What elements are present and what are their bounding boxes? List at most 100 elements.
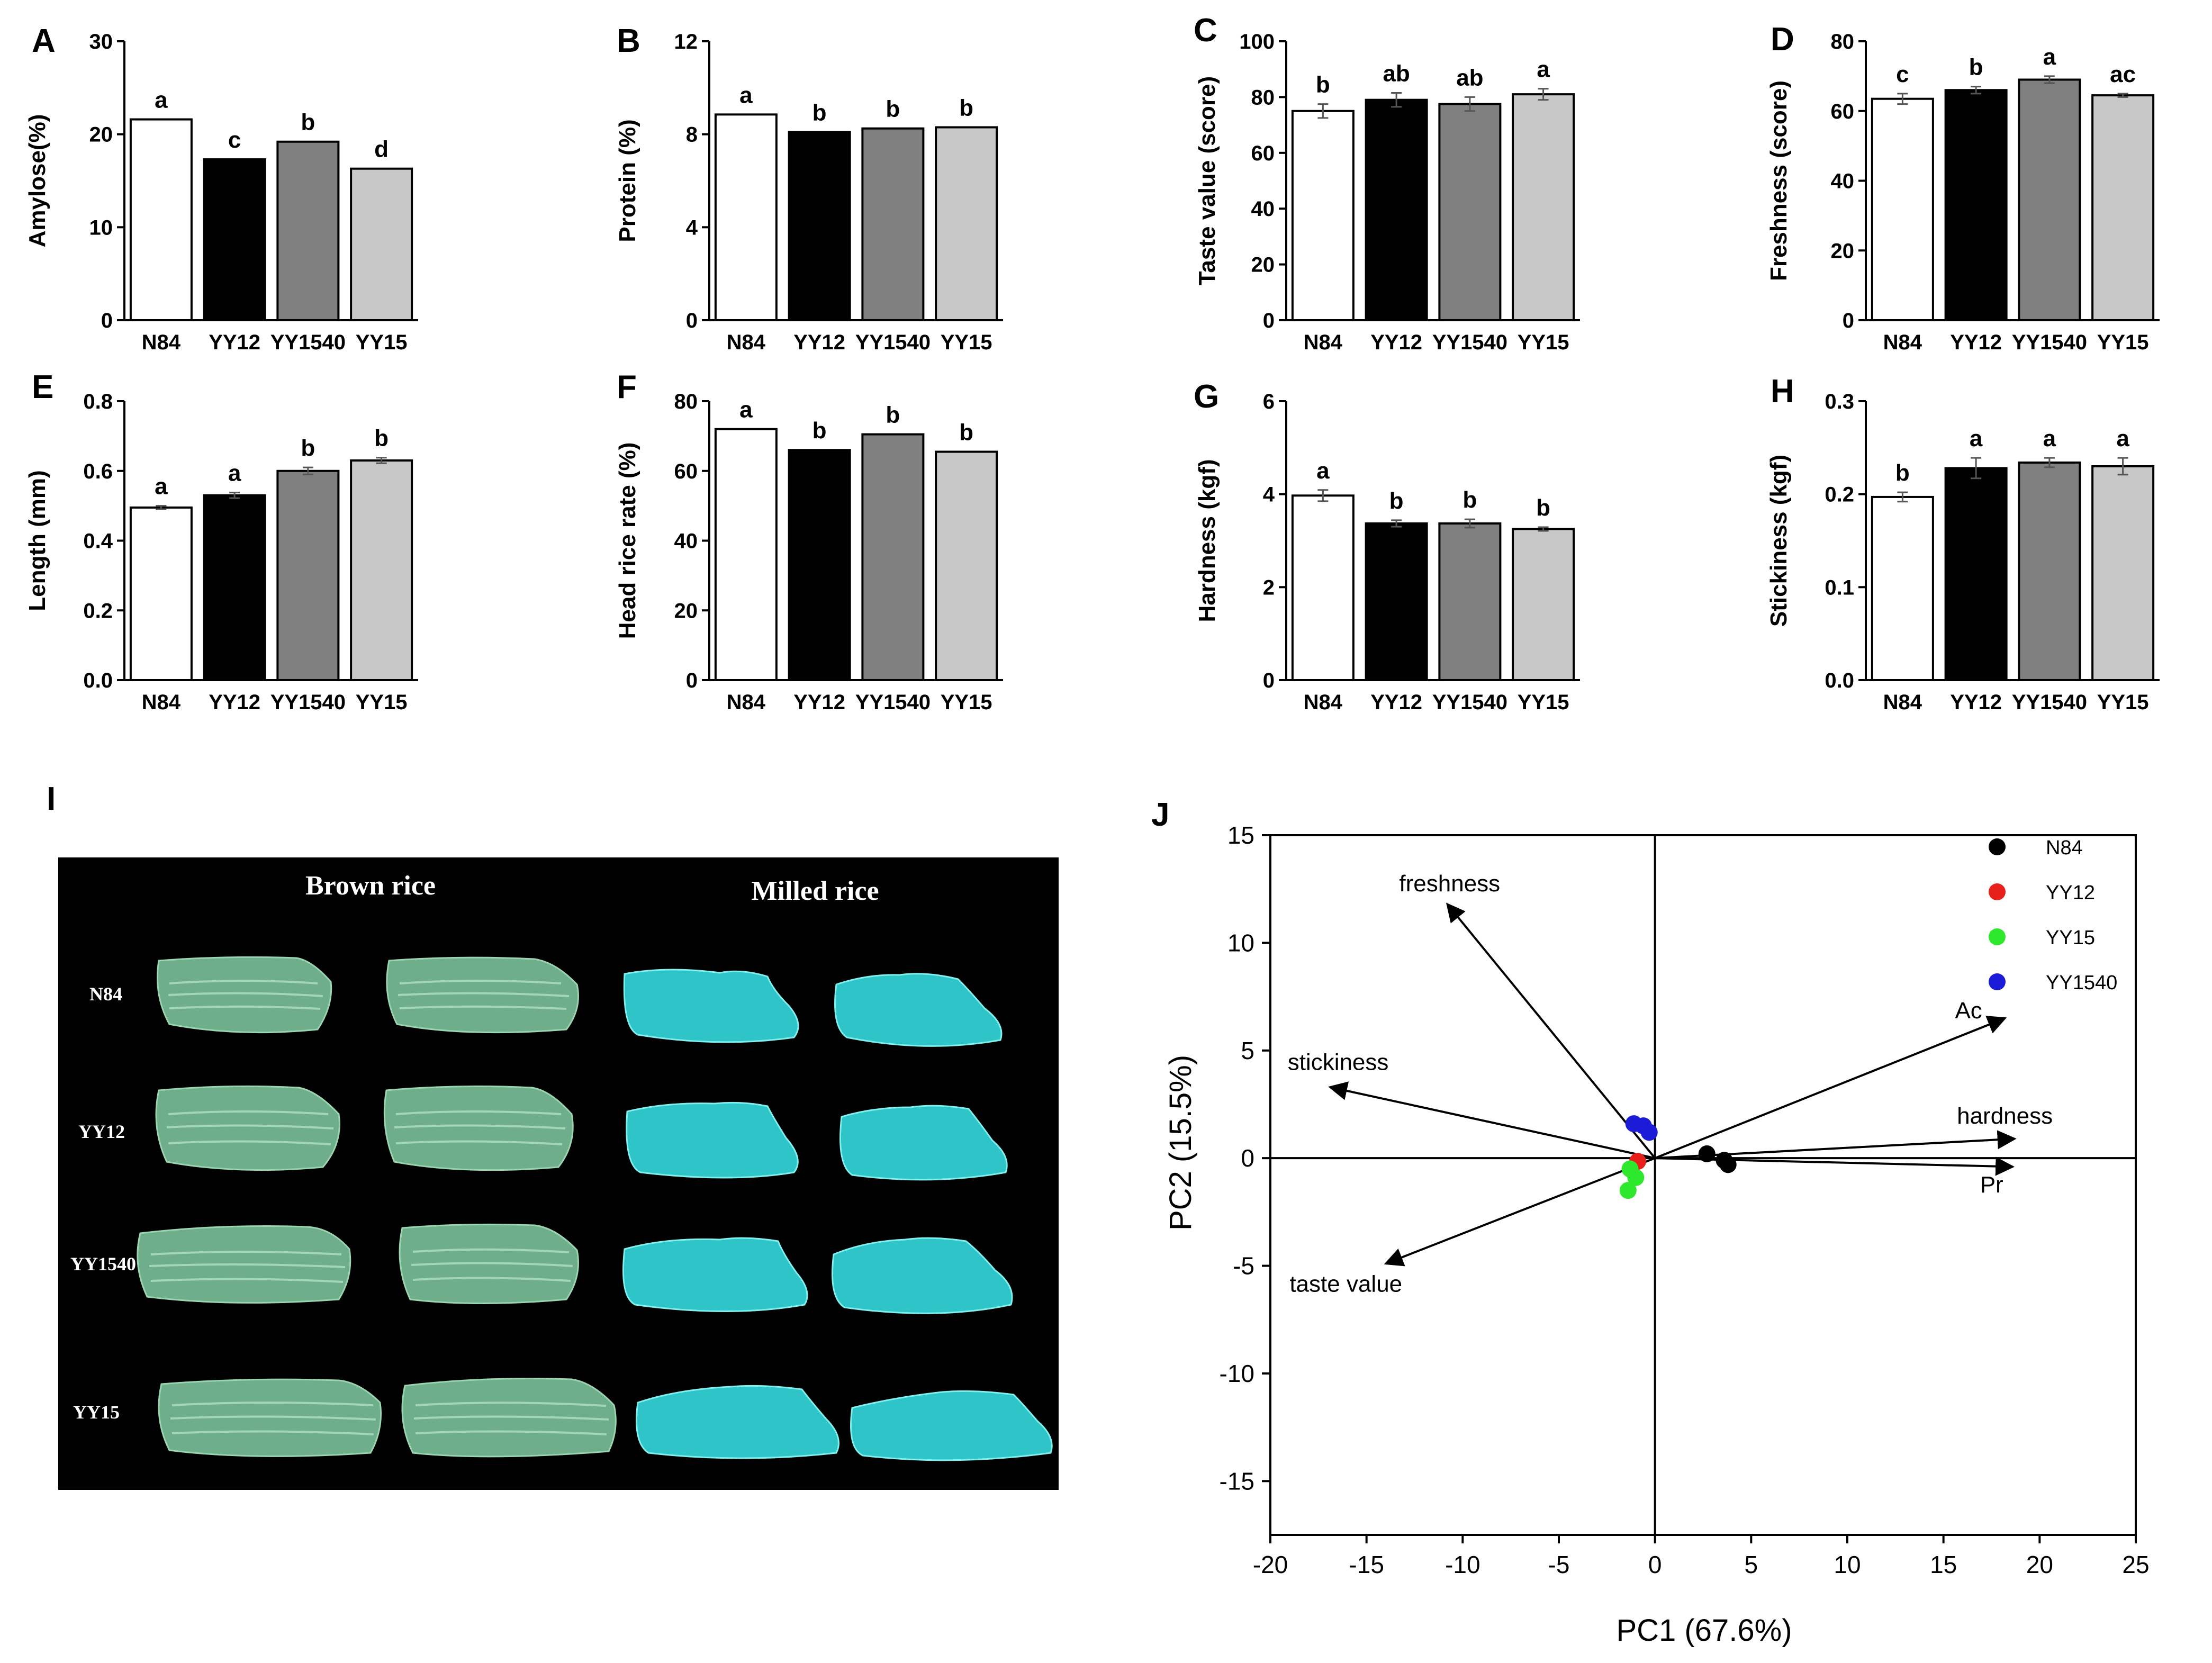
row-label-yy15: YY15 [73,1402,120,1423]
milled-grain-yy12-1 [626,1101,799,1179]
pca-y-tick-label: -5 [1233,1252,1254,1280]
y-tick-label-d: 20 [1831,239,1855,263]
y-tick-label-e: 0.8 [83,390,113,413]
pca-point-yy15 [1619,1182,1637,1199]
significance-letter-e-n84: a [155,474,168,500]
y-tick-label-a: 0 [101,309,113,332]
x-tick-label-c-yy15: YY15 [1518,331,1569,354]
pca-x-tick-label: -10 [1445,1551,1480,1578]
significance-letter-g-yy12: b [1389,488,1404,514]
significance-letter-e-yy15: b [374,426,389,451]
significance-letter-c-yy12: ab [1383,60,1410,86]
x-tick-label-f-yy1540: YY1540 [855,691,931,714]
milled-grain-yy1540-2 [832,1237,1013,1314]
pca-x-tick-label: 25 [2122,1551,2149,1578]
pca-x-tick-label: -20 [1253,1551,1288,1578]
x-tick-label-a-n84: N84 [142,331,181,354]
legend-marker-yy15 [1989,928,2006,945]
y-tick-label-c: 100 [1239,30,1275,53]
x-tick-label-g-yy12: YY12 [1370,691,1422,714]
significance-letter-b-yy1540: b [886,96,900,122]
row-label-yy1540: YY1540 [70,1253,136,1275]
x-tick-label-b-yy12: YY12 [793,331,845,354]
y-tick-label-c: 0 [1263,309,1275,332]
pca-x-tick-label: 20 [2026,1551,2053,1578]
significance-letter-e-yy12: a [228,460,241,486]
milled-grain-yy12-2 [839,1105,1008,1181]
panel-letter-g: G [1194,378,1219,415]
milled-rice-grains [622,969,1053,1461]
pca-vector-ac [1654,1016,2007,1160]
y-tick-label-e: 0.6 [83,460,113,483]
brown-grain-n84-1 [157,956,332,1034]
x-tick-label-c-n84: N84 [1304,331,1343,354]
bar-chart-h: H 0.0 0.1 0.2 0.3 Stickiness (kgf) b N84 a YY12 a Y… [1766,373,2160,714]
y-tick-label-g: 2 [1263,576,1275,599]
pca-x-tick-label: 0 [1648,1551,1662,1578]
x-tick-label-h-yy1540: YY1540 [2012,691,2087,714]
significance-letter-g-yy1540: b [1462,487,1477,513]
y-tick-label-b: 4 [686,216,698,239]
x-tick-label-c-yy1540: YY1540 [1432,331,1507,354]
bar-d-n84 [1871,97,1934,321]
y-tick-label-d: 40 [1831,170,1855,193]
bar-d-yy1540 [2018,78,2081,321]
header-brown-rice: Brown rice [305,871,436,901]
x-tick-label-f-yy15: YY15 [941,691,992,714]
pca-point-yy1540 [1640,1124,1658,1141]
x-tick-label-a-yy15: YY15 [356,331,408,354]
y-tick-label-h: 0.1 [1825,576,1854,599]
bar-chart-e: E 0.0 0.2 0.4 0.6 0.8 Length (mm) a N84 a YY12 b YY1… [24,369,418,714]
bar-c-yy1540 [1438,103,1502,321]
y-tick-label-b: 12 [674,30,698,53]
x-tick-label-e-n84: N84 [142,691,181,714]
y-tick-label-c: 40 [1251,197,1275,221]
panel-i-rice-photo: I Brown rice Milled rice N84 YY12 YY1540… [47,781,1059,1490]
brown-grain-n84-2 [386,956,579,1034]
bar-chart-a: A 0 10 20 30 Amylose(%) a N84 c YY12 b YY1540 d YY15 [24,23,418,354]
bar-b-yy1540 [861,127,925,321]
x-tick-label-d-n84: N84 [1883,331,1922,354]
bar-a-yy12 [203,158,266,321]
y-tick-label-a: 10 [89,216,113,239]
ridge-yy12-1 [166,1110,334,1145]
bar-c-n84 [1291,110,1355,321]
milled-grain-n84-2 [834,973,1003,1047]
significance-letter-c-yy15: a [1537,57,1550,83]
y-tick-label-g: 0 [1263,669,1275,692]
bar-f-yy15 [935,450,998,681]
bar-e-yy12 [203,494,266,681]
bar-h-yy1540 [2018,461,2081,681]
x-tick-label-d-yy15: YY15 [2097,331,2149,354]
x-tick-label-a-yy12: YY12 [209,331,260,354]
y-tick-label-c: 20 [1251,254,1275,277]
y-tick-label-e: 0.0 [83,669,113,692]
brown-grain-yy12-1 [155,1085,340,1171]
y-tick-label-b: 0 [686,309,698,332]
bar-g-yy1540 [1438,522,1502,681]
x-tick-label-b-n84: N84 [727,331,766,354]
y-axis-label-e: Length (mm) [24,470,50,611]
y-axis-label-h: Stickiness (kgf) [1766,455,1792,627]
significance-letter-d-n84: c [1896,61,1909,87]
x-tick-label-h-n84: N84 [1883,691,1922,714]
panel-letter-h: H [1771,373,1794,410]
y-axis-label-d: Freshness (score) [1766,80,1792,281]
pca-vector-stickiness [1328,1081,1656,1160]
milled-grain-yy15-2 [850,1390,1053,1461]
x-tick-label-b-yy1540: YY1540 [855,331,931,354]
pca-vector-label-stickiness: stickiness [1288,1049,1389,1075]
header-milled-rice: Milled rice [751,876,879,906]
pca-x-tick-label: -5 [1548,1551,1570,1578]
y-tick-label-h: 0.2 [1825,483,1854,507]
pca-plot: -20 -15 -10 -5 0 5 10 15 20 25 -15 -10 -5 0 5 10 15 PC1 (… [1163,821,2150,1648]
bar-c-yy12 [1365,98,1428,321]
ridge-yy12-2 [394,1110,566,1145]
significance-letter-a-n84: a [155,87,168,113]
bar-f-yy1540 [861,433,925,681]
x-tick-label-e-yy15: YY15 [356,691,408,714]
bar-b-n84 [714,113,778,321]
panel-letter-e: E [32,369,53,405]
bar-h-yy12 [1944,467,2008,681]
significance-letter-a-yy15: d [374,137,389,162]
